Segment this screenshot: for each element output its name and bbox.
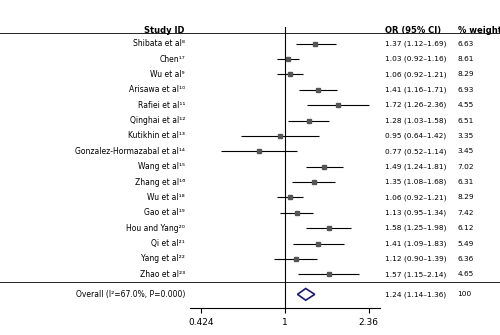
Text: 1.06 (0.92–1.21): 1.06 (0.92–1.21) — [385, 194, 446, 201]
Text: Gao et al¹⁹: Gao et al¹⁹ — [144, 208, 185, 217]
Text: 4.55: 4.55 — [458, 102, 474, 108]
Text: 6.51: 6.51 — [458, 118, 474, 124]
Text: Gonzalez-Hormazabal et al¹⁴: Gonzalez-Hormazabal et al¹⁴ — [75, 147, 185, 156]
Text: 1.12 (0.90–1.39): 1.12 (0.90–1.39) — [385, 256, 446, 262]
Text: 7.02: 7.02 — [458, 164, 474, 170]
Text: 8.61: 8.61 — [458, 56, 474, 62]
Text: 5.49: 5.49 — [458, 241, 474, 247]
Text: 1.35 (1.08–1.68): 1.35 (1.08–1.68) — [385, 179, 446, 185]
Text: 6.93: 6.93 — [458, 87, 474, 93]
Text: 7.42: 7.42 — [458, 210, 474, 216]
Text: Chen¹⁷: Chen¹⁷ — [160, 55, 185, 64]
Text: 1.57 (1.15–2.14): 1.57 (1.15–2.14) — [385, 271, 446, 278]
Text: 100: 100 — [458, 291, 472, 297]
Text: Overall (I²=67.0%, P=0.000): Overall (I²=67.0%, P=0.000) — [76, 290, 185, 299]
Text: 1.06 (0.92–1.21): 1.06 (0.92–1.21) — [385, 71, 446, 78]
Text: Qinghai et al¹²: Qinghai et al¹² — [130, 116, 185, 125]
Text: 1.72 (1.26–2.36): 1.72 (1.26–2.36) — [385, 102, 446, 109]
Text: 1.13 (0.95–1.34): 1.13 (0.95–1.34) — [385, 210, 446, 216]
Text: Arisawa et al¹⁰: Arisawa et al¹⁰ — [129, 85, 185, 94]
Text: Hou and Yang²⁰: Hou and Yang²⁰ — [126, 224, 185, 233]
Text: 1.49 (1.24–1.81): 1.49 (1.24–1.81) — [385, 163, 446, 170]
Text: % weight: % weight — [458, 26, 500, 35]
Text: 1.41 (1.16–1.71): 1.41 (1.16–1.71) — [385, 86, 446, 93]
Text: 1.37 (1.12–1.69): 1.37 (1.12–1.69) — [385, 41, 446, 47]
Text: Wu et al⁹: Wu et al⁹ — [150, 70, 185, 79]
Text: Rafiei et al¹¹: Rafiei et al¹¹ — [138, 101, 185, 110]
Text: 6.36: 6.36 — [458, 256, 474, 262]
Polygon shape — [298, 288, 314, 300]
Text: Wang et al¹⁵: Wang et al¹⁵ — [138, 162, 185, 171]
Text: 3.45: 3.45 — [458, 148, 474, 154]
Text: Qi et al²¹: Qi et al²¹ — [151, 239, 185, 248]
Text: 3.35: 3.35 — [458, 133, 474, 139]
Text: 0.77 (0.52–1.14): 0.77 (0.52–1.14) — [385, 148, 446, 155]
Text: 1.41 (1.09–1.83): 1.41 (1.09–1.83) — [385, 241, 446, 247]
Text: 6.63: 6.63 — [458, 41, 474, 47]
Text: Kutikhin et al¹³: Kutikhin et al¹³ — [128, 131, 185, 140]
Text: Wu et al¹⁸: Wu et al¹⁸ — [148, 193, 185, 202]
Text: 8.29: 8.29 — [458, 71, 474, 77]
Text: 8.29: 8.29 — [458, 195, 474, 200]
Text: 1.24 (1.14–1.36): 1.24 (1.14–1.36) — [385, 291, 446, 297]
Text: 1.03 (0.92–1.16): 1.03 (0.92–1.16) — [385, 56, 446, 62]
Text: Yang et al²²: Yang et al²² — [141, 255, 185, 264]
Text: 4.65: 4.65 — [458, 271, 474, 277]
Text: Shibata et al⁸: Shibata et al⁸ — [133, 39, 185, 48]
Text: 6.31: 6.31 — [458, 179, 474, 185]
Text: 1.58 (1.25–1.98): 1.58 (1.25–1.98) — [385, 225, 446, 231]
Text: Zhang et al¹⁶: Zhang et al¹⁶ — [135, 178, 185, 187]
Text: Study ID: Study ID — [144, 26, 185, 35]
Text: 0.95 (0.64–1.42): 0.95 (0.64–1.42) — [385, 133, 446, 139]
Text: 1.28 (1.03–1.58): 1.28 (1.03–1.58) — [385, 117, 446, 124]
Text: Zhao et al²³: Zhao et al²³ — [140, 270, 185, 279]
Text: OR (95% CI): OR (95% CI) — [385, 26, 441, 35]
Text: 6.12: 6.12 — [458, 225, 474, 231]
